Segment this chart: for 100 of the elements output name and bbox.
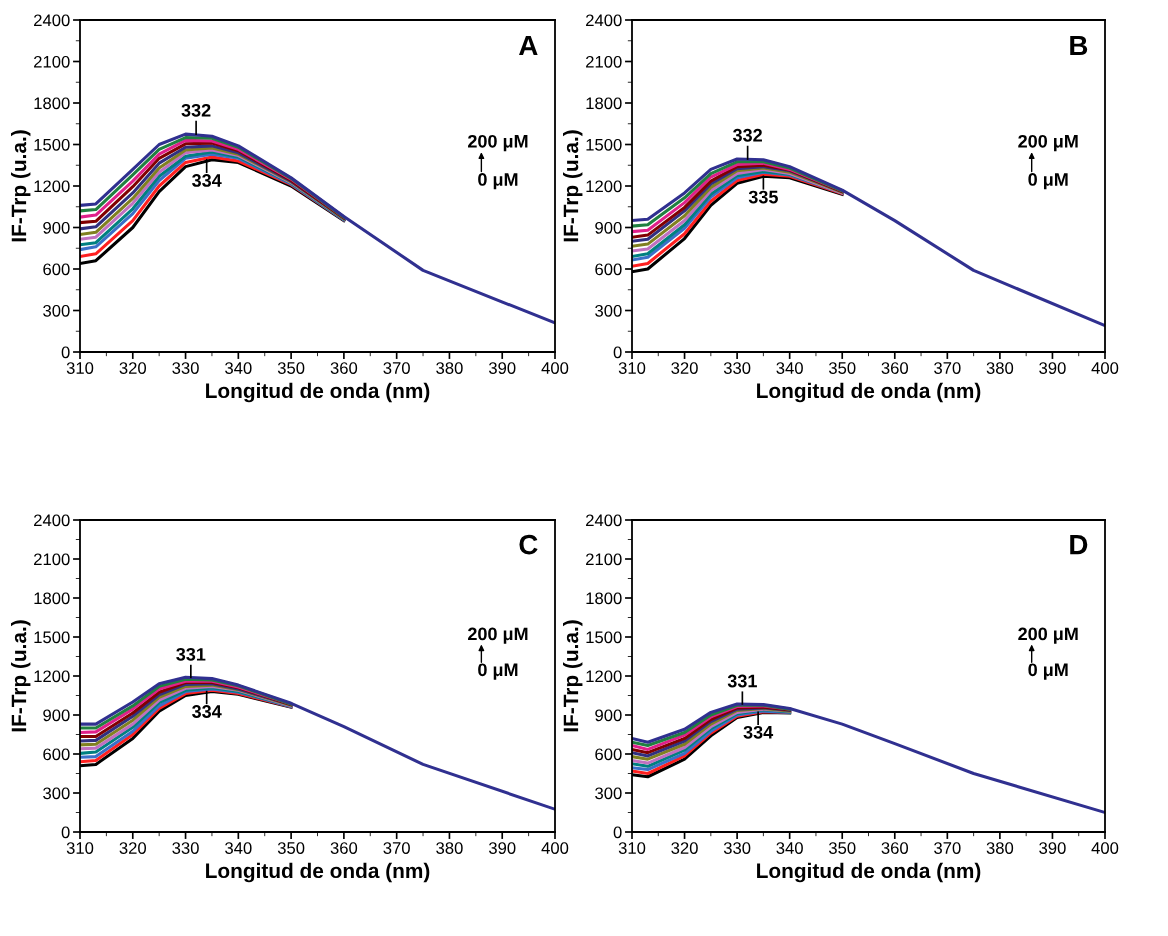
x-axis-title: Longitud de onda (nm) bbox=[757, 382, 981, 403]
annotation: 332 bbox=[181, 103, 211, 117]
x-tick-label: 380 bbox=[436, 842, 463, 854]
y-tick-label: 1500 bbox=[586, 138, 622, 151]
annotation: 334 bbox=[192, 705, 222, 718]
annotation: 334 bbox=[743, 725, 774, 739]
x-tick-label: 380 bbox=[986, 362, 1014, 374]
y-tick-label: 600 bbox=[595, 748, 622, 761]
x-axis-title: Longitud de onda (nm) bbox=[757, 862, 981, 883]
y-tick-label: 1200 bbox=[586, 180, 622, 193]
annotation: 0 μM bbox=[478, 173, 518, 190]
x-tick-label: 320 bbox=[119, 842, 147, 854]
y-axis-title: IF-Trp (u.a.) bbox=[11, 620, 31, 732]
x-tick-label: 310 bbox=[618, 362, 646, 374]
x-tick-label: 310 bbox=[66, 842, 94, 854]
y-tick-label: 1500 bbox=[586, 631, 622, 644]
y-tick-label: 0 bbox=[61, 826, 70, 839]
y-tick-label: 1500 bbox=[34, 138, 70, 151]
annotation: 200 μM bbox=[468, 627, 528, 644]
y-tick-label: 1800 bbox=[586, 97, 622, 110]
y-tick-label: 900 bbox=[595, 709, 622, 722]
x-tick-label: 350 bbox=[828, 842, 856, 854]
x-tick-label: 320 bbox=[671, 362, 698, 374]
annotation: 0 μM bbox=[1028, 173, 1068, 190]
y-tick-label: 2100 bbox=[34, 553, 70, 566]
y-tick-label: 0 bbox=[613, 826, 622, 839]
y-tick-label: 2400 bbox=[34, 514, 70, 527]
annotation: 331 bbox=[727, 674, 757, 688]
y-tick-label: 300 bbox=[43, 787, 70, 800]
annotation: 331 bbox=[176, 647, 206, 661]
x-tick-label: 320 bbox=[671, 842, 698, 854]
x-tick-label: 400 bbox=[1091, 362, 1119, 374]
x-tick-label: 350 bbox=[277, 842, 305, 854]
y-tick-label: 2100 bbox=[586, 553, 622, 566]
x-tick-label: 340 bbox=[225, 362, 252, 374]
annotation: C bbox=[519, 534, 538, 555]
annotation: D bbox=[1070, 535, 1088, 555]
y-tick-label: 2100 bbox=[586, 55, 622, 68]
x-tick-label: 360 bbox=[330, 842, 358, 854]
x-tick-label: 370 bbox=[934, 362, 961, 374]
y-tick-label: 600 bbox=[43, 748, 70, 761]
y-tick-label: 2400 bbox=[34, 14, 70, 27]
x-tick-label: 340 bbox=[776, 842, 803, 854]
y-tick-label: 1200 bbox=[34, 180, 70, 193]
y-tick-label: 300 bbox=[43, 304, 70, 317]
y-tick-label: 600 bbox=[43, 263, 70, 276]
x-tick-label: 330 bbox=[723, 842, 751, 854]
y-tick-label: 900 bbox=[43, 709, 70, 722]
x-tick-label: 340 bbox=[776, 362, 803, 374]
y-tick-label: 2400 bbox=[586, 514, 622, 527]
x-tick-label: 310 bbox=[66, 362, 94, 374]
x-tick-label: 320 bbox=[119, 362, 147, 374]
x-tick-label: 400 bbox=[541, 362, 569, 374]
x-tick-label: 390 bbox=[488, 842, 516, 854]
x-tick-label: 370 bbox=[383, 842, 410, 854]
y-axis-title: IF-Trp (u.a.) bbox=[563, 620, 583, 732]
y-tick-label: 1500 bbox=[34, 631, 70, 644]
x-tick-label: 330 bbox=[172, 362, 199, 374]
y-tick-label: 600 bbox=[595, 263, 622, 276]
x-tick-label: 360 bbox=[881, 362, 909, 374]
y-axis-title: IF-Trp (u.a.) bbox=[563, 130, 583, 242]
x-tick-label: 360 bbox=[330, 362, 358, 374]
y-tick-label: 2100 bbox=[34, 55, 70, 68]
x-tick-label: 370 bbox=[934, 842, 961, 854]
y-tick-label: 0 bbox=[61, 346, 70, 359]
y-tick-label: 300 bbox=[595, 304, 622, 317]
x-tick-label: 400 bbox=[1091, 842, 1119, 854]
annotation: 0 μM bbox=[478, 663, 518, 680]
annotation: 332 bbox=[732, 128, 762, 142]
x-tick-label: 330 bbox=[723, 362, 751, 374]
x-tick-label: 340 bbox=[225, 842, 252, 854]
x-tick-label: 380 bbox=[436, 362, 463, 374]
x-tick-label: 330 bbox=[172, 842, 199, 854]
annotation: A bbox=[519, 35, 538, 56]
annotation: 334 bbox=[192, 174, 222, 187]
annotation: 200 μM bbox=[1018, 627, 1078, 644]
x-tick-label: 370 bbox=[383, 362, 410, 374]
y-tick-label: 2400 bbox=[586, 14, 622, 27]
y-tick-label: 1200 bbox=[34, 670, 70, 683]
x-tick-label: 390 bbox=[1039, 842, 1066, 854]
y-tick-label: 900 bbox=[43, 221, 70, 234]
y-tick-label: 0 bbox=[613, 346, 622, 359]
annotation: B bbox=[1070, 35, 1088, 56]
x-tick-label: 390 bbox=[488, 362, 516, 374]
annotation: 200 μM bbox=[1018, 134, 1078, 152]
annotation: 0 μM bbox=[1028, 663, 1068, 680]
y-tick-label: 1800 bbox=[34, 97, 70, 110]
x-tick-label: 400 bbox=[541, 842, 569, 854]
y-tick-label: 300 bbox=[595, 787, 622, 800]
x-tick-label: 350 bbox=[277, 362, 305, 374]
x-tick-label: 360 bbox=[881, 842, 909, 854]
y-tick-label: 1800 bbox=[34, 592, 70, 605]
x-tick-label: 380 bbox=[986, 842, 1014, 854]
annotation: 200 μM bbox=[468, 134, 528, 152]
x-axis-title: Longitud de onda (nm) bbox=[206, 382, 430, 403]
y-tick-label: 1200 bbox=[586, 670, 622, 683]
y-axis-title: IF-Trp (u.a.) bbox=[11, 130, 31, 242]
x-tick-label: 350 bbox=[828, 362, 856, 374]
x-axis-title: Longitud de onda (nm) bbox=[206, 862, 430, 883]
annotation: 335 bbox=[748, 190, 778, 204]
